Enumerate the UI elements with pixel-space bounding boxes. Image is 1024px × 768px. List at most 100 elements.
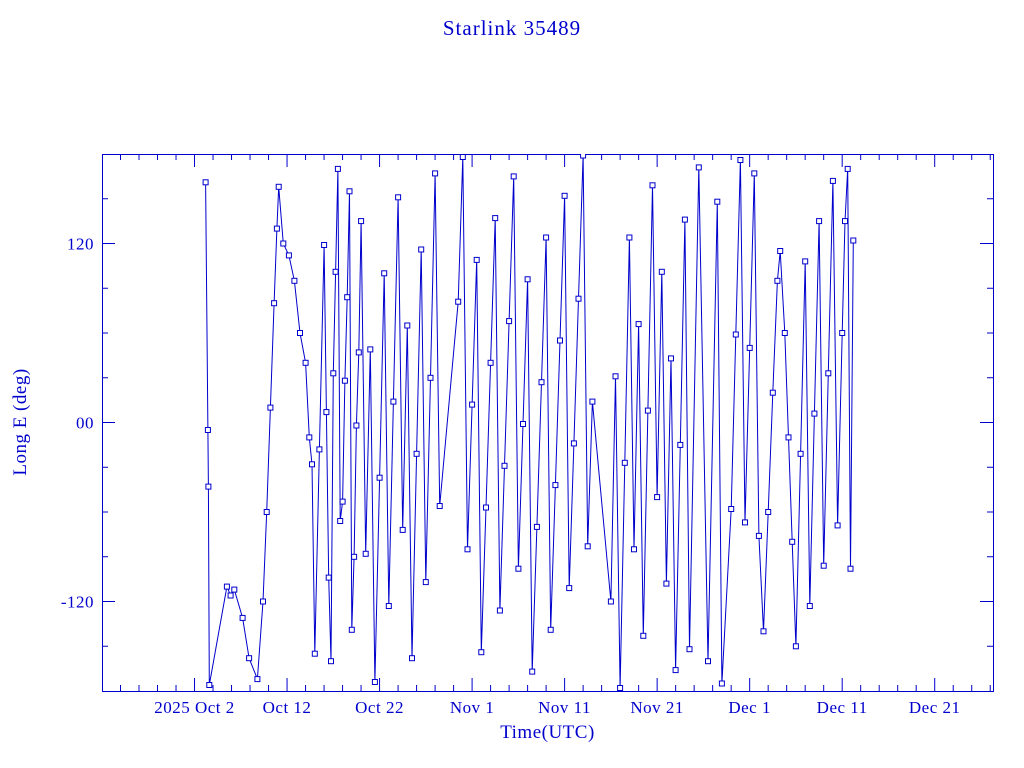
data-point-marker (483, 504, 489, 511)
data-point-marker (570, 440, 577, 447)
data-point-marker (732, 331, 739, 338)
data-point-marker (644, 407, 651, 414)
data-point-marker (205, 483, 212, 490)
data-point-marker (631, 546, 637, 553)
data-point-marker (802, 258, 809, 265)
data-point-marker (464, 546, 471, 553)
data-point-marker (797, 450, 804, 457)
data-point-marker (607, 598, 614, 605)
y-tick-label: 00 (76, 414, 94, 433)
data-point-marker (432, 170, 439, 177)
data-point-marker (705, 658, 711, 665)
x-tick-label: 2025 Oct 2 (154, 698, 235, 717)
data-point-marker (547, 626, 554, 633)
data-point-marker (714, 198, 721, 205)
data-point-marker (478, 649, 485, 656)
x-tick-label: Dec 11 (817, 698, 868, 717)
x-tick-label: Dec 21 (909, 698, 961, 717)
data-point-marker (297, 330, 303, 336)
data-point-marker (239, 614, 246, 621)
data-point-marker (654, 494, 661, 501)
data-point-marker (755, 532, 762, 539)
data-point-marker (409, 655, 415, 662)
data-point-marker (273, 225, 280, 232)
data-point-marker (533, 523, 540, 530)
data-point-marker (367, 346, 374, 353)
data-point-marker (640, 632, 647, 639)
data-point-marker (777, 248, 784, 254)
x-tick-label: Oct 12 (263, 698, 312, 717)
data-point-marker (330, 370, 337, 377)
data-point-marker (584, 543, 591, 550)
data-point-marker (552, 482, 559, 489)
data-point-marker (847, 565, 854, 572)
data-point-marker (506, 318, 513, 325)
data-point-marker (404, 322, 411, 329)
data-point-marker (677, 441, 684, 448)
data-point-marker (469, 401, 476, 408)
x-tick-label: Oct 22 (355, 698, 404, 717)
data-point-marker (543, 234, 550, 241)
y-axis-label: Long E (deg) (10, 368, 31, 476)
data-point-marker (557, 337, 563, 344)
chart-title: Starlink 35489 (442, 16, 582, 40)
data-point-marker (501, 462, 508, 469)
data-point-marker (231, 586, 238, 593)
data-point-marker (334, 165, 341, 172)
data-point-marker (275, 183, 282, 190)
data-point-marker (566, 585, 573, 592)
data-point-marker (538, 379, 545, 386)
data-point-marker (341, 377, 348, 384)
data-point-marker (376, 474, 383, 481)
data-point-marker (774, 277, 781, 284)
data-point-marker (626, 234, 633, 241)
data-point-marker (202, 179, 209, 186)
x-tick-label: Dec 1 (728, 698, 771, 717)
data-markers (202, 154, 857, 691)
data-point-marker (346, 188, 353, 195)
data-point-marker (635, 321, 642, 328)
data-point-marker (769, 389, 776, 396)
data-point-marker (806, 603, 813, 609)
data-point-marker (844, 165, 851, 172)
data-point-marker (617, 685, 624, 691)
data-point-marker (355, 349, 362, 356)
data-point-marker (765, 509, 772, 515)
data-point-marker (820, 562, 827, 569)
data-point-marker (510, 173, 517, 180)
data-point-marker (668, 355, 674, 362)
data-point-marker (686, 646, 693, 653)
data-point-marker (746, 344, 753, 351)
data-point-marker (321, 242, 328, 248)
data-point-marker (271, 300, 278, 307)
data-point-marker (204, 427, 211, 433)
data-point-marker (811, 410, 818, 417)
data-line (205, 155, 854, 689)
data-point-marker (223, 583, 230, 590)
data-point-marker (459, 154, 466, 160)
data-point-marker (280, 240, 287, 247)
data-point-marker (302, 359, 309, 366)
x-tick-label: Nov 11 (538, 698, 591, 717)
data-point-marker (351, 553, 358, 560)
data-point-marker (737, 157, 744, 163)
data-point-marker (825, 370, 832, 377)
data-point-marker (816, 218, 823, 225)
data-point-marker (339, 498, 346, 505)
data-point-marker (390, 398, 397, 405)
data-point-marker (789, 538, 796, 545)
data-point-marker (332, 268, 339, 275)
data-point-marker (260, 598, 266, 605)
data-point-marker (436, 503, 443, 509)
data-point-marker (561, 192, 568, 199)
data-point-marker (496, 607, 503, 614)
data-point-marker (718, 680, 725, 687)
data-point-marker (612, 373, 619, 380)
data-point-marker (344, 294, 351, 301)
data-point-marker (575, 295, 582, 302)
data-point-marker (742, 519, 748, 526)
data-point-marker (422, 579, 429, 586)
data-point-marker (760, 628, 767, 635)
data-point-marker (455, 298, 462, 305)
